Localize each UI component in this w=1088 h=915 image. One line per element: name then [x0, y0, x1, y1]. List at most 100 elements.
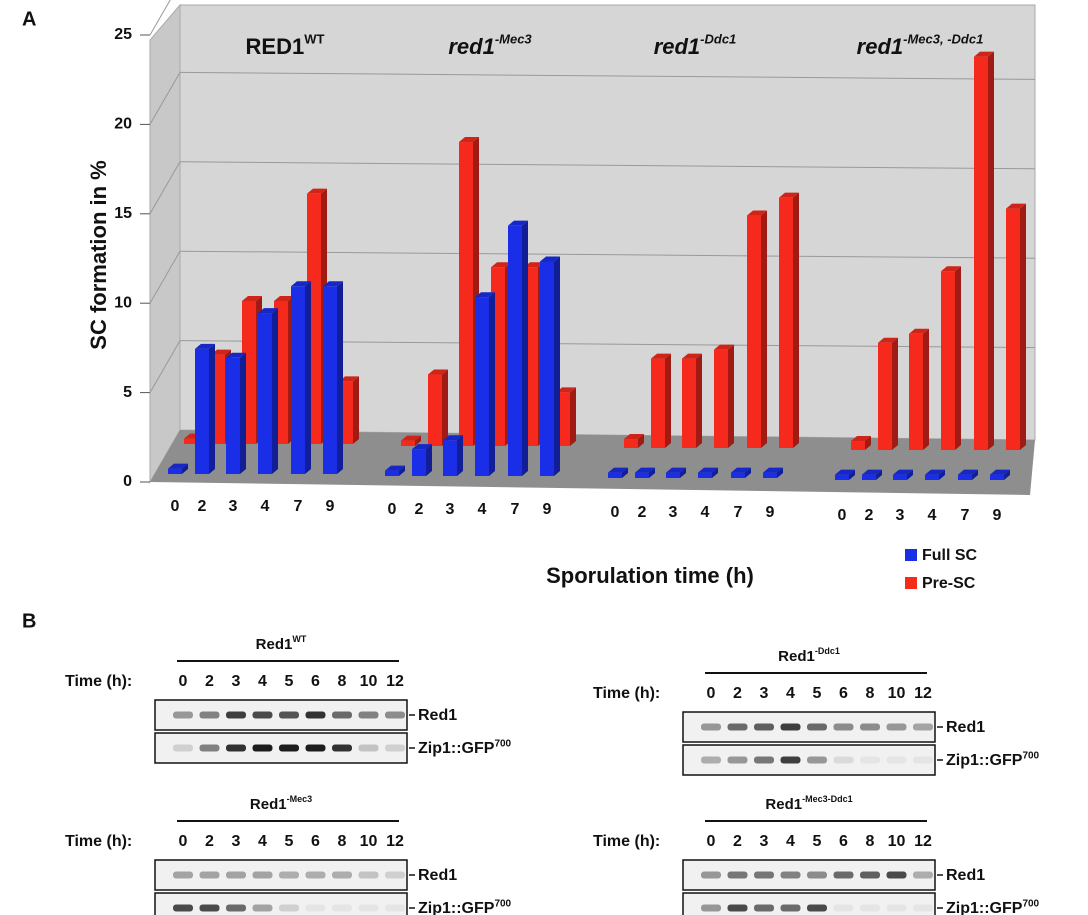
band-label-base: Zip1::GFP: [418, 740, 495, 757]
bar-top: [291, 281, 311, 287]
time-tick: 5: [813, 833, 822, 850]
bar-front: [958, 474, 972, 480]
bar-top: [323, 281, 343, 287]
bar-top: [958, 469, 978, 475]
x-tick-label: 2: [198, 498, 207, 515]
x-tick-label: 9: [766, 504, 775, 521]
band-label: Red1: [418, 707, 457, 724]
bar-front: [459, 142, 473, 447]
group-title: red1-Ddc1: [654, 32, 737, 59]
time-tick: 6: [311, 673, 320, 690]
band: [833, 723, 854, 731]
bar-side: [712, 467, 718, 478]
x-tick-label: 7: [294, 498, 303, 515]
bar-front: [412, 449, 426, 476]
grid-line: [179, 161, 1036, 170]
band: [199, 744, 220, 752]
bar-front: [682, 358, 696, 448]
y-tick-label: 15: [114, 205, 132, 222]
time-label: Time (h):: [65, 673, 132, 690]
bar-top: [307, 188, 327, 194]
band-label: Red1: [946, 719, 985, 736]
x-tick-label: 4: [478, 501, 487, 518]
bar-top: [428, 369, 448, 375]
bar-side: [272, 308, 278, 474]
time-tick: 8: [338, 673, 347, 690]
time-tick: 10: [360, 833, 378, 850]
time-tick: 2: [205, 833, 214, 850]
band: [913, 756, 933, 764]
band-label-base: Red1: [418, 867, 457, 884]
band: [807, 904, 827, 912]
band: [701, 871, 721, 879]
time-tick: 4: [786, 685, 795, 702]
bar-side: [426, 444, 432, 476]
bar-side: [182, 463, 188, 474]
time-tick: 0: [179, 833, 188, 850]
band: [279, 871, 299, 879]
band: [305, 711, 326, 719]
x-tick-label: 7: [511, 501, 520, 518]
grid-line: [149, 161, 181, 215]
time-tick: 10: [360, 673, 378, 690]
band: [913, 871, 933, 879]
band-label: Red1: [418, 867, 457, 884]
bar-front: [747, 215, 761, 448]
bar-top: [698, 467, 718, 473]
band: [701, 723, 721, 731]
band-label: Zip1::GFP700: [418, 898, 512, 915]
band: [807, 756, 827, 764]
bar-top: [443, 435, 463, 441]
bar-front: [385, 470, 399, 476]
time-tick: 4: [786, 833, 795, 850]
band: [727, 723, 748, 731]
blot-title: Red1-Ddc1: [778, 646, 840, 665]
band-label-sup: 700: [1022, 750, 1039, 761]
bar-side: [923, 328, 929, 450]
band: [780, 871, 801, 879]
time-tick: 2: [733, 685, 742, 702]
x-tick-label: 7: [961, 507, 970, 524]
bar-top: [714, 344, 734, 350]
time-tick: 4: [258, 673, 267, 690]
bar-top: [990, 469, 1010, 475]
bar-top: [524, 262, 544, 268]
bar-side: [457, 435, 463, 476]
time-tick: 6: [311, 833, 320, 850]
bar-front: [508, 225, 522, 476]
x-tick-label: 4: [261, 498, 270, 515]
x-tick-label: 0: [611, 504, 620, 521]
bar-front: [226, 357, 240, 474]
bar-front: [168, 468, 182, 474]
band: [173, 871, 193, 879]
bar-top: [878, 337, 898, 343]
bar-top: [475, 292, 495, 298]
bar-top: [226, 352, 246, 358]
band: [886, 871, 907, 879]
band: [780, 723, 801, 731]
bar-top: [779, 192, 799, 198]
bar-top: [651, 353, 671, 359]
bar-top: [974, 51, 994, 57]
band-label-sup: 700: [1022, 898, 1039, 909]
band: [385, 711, 405, 719]
band-label-base: Red1: [418, 707, 457, 724]
band: [385, 744, 405, 752]
band-label-sup: 700: [494, 898, 511, 909]
band: [807, 871, 827, 879]
bar-side: [680, 467, 686, 478]
bar-side: [570, 387, 576, 446]
band: [701, 756, 721, 764]
blot-title-base: Red1: [778, 648, 815, 665]
x-tick-label: 3: [896, 507, 905, 524]
bar-front: [401, 440, 415, 446]
band-label-base: Zip1::GFP: [946, 752, 1023, 769]
band: [173, 904, 193, 912]
band: [279, 711, 299, 719]
bar-top: [666, 467, 686, 473]
bar-front: [258, 313, 272, 474]
bar-top: [624, 434, 644, 440]
bar-top: [763, 467, 783, 473]
bar-side: [649, 467, 655, 478]
x-tick-label: 3: [669, 504, 678, 521]
